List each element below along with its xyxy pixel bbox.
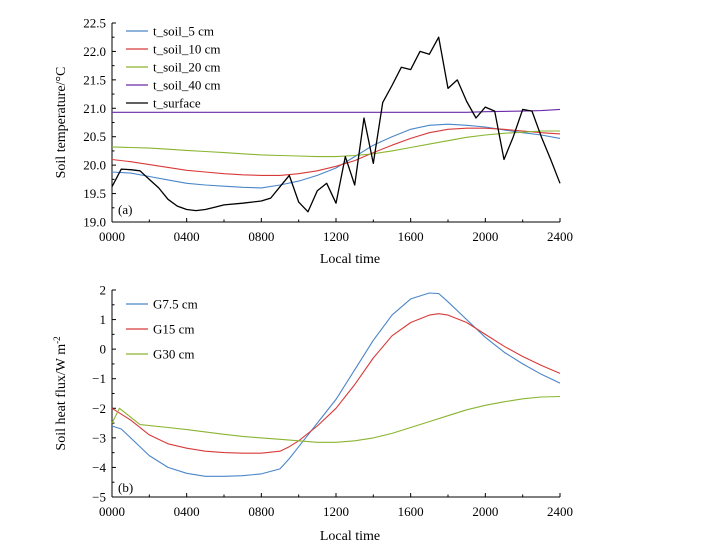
series-line-t-soil-10-cm bbox=[111, 127, 561, 176]
x-tick-label: 2400 bbox=[547, 229, 573, 244]
y-tick-label: −3 bbox=[92, 430, 106, 445]
series-line-g15-cm bbox=[111, 313, 561, 454]
y-tick-label: 20.5 bbox=[83, 129, 106, 144]
y-tick-label: 22.0 bbox=[83, 44, 106, 59]
panel-label: (b) bbox=[118, 480, 133, 495]
x-tick-label: 0400 bbox=[174, 229, 200, 244]
y-tick-label: 20.0 bbox=[83, 158, 106, 173]
legend-label: t_soil_5 cm bbox=[153, 24, 214, 39]
x-tick-label: 1600 bbox=[398, 229, 424, 244]
y-tick-label: −4 bbox=[92, 460, 106, 475]
x-tick-label: 1200 bbox=[323, 229, 349, 244]
x-tick-label: 0000 bbox=[99, 229, 125, 244]
y-tick-label: −1 bbox=[92, 371, 106, 386]
series-line-t-soil-5-cm bbox=[111, 123, 561, 189]
series-line-g7-5-cm bbox=[111, 292, 561, 477]
y-tick-label: −5 bbox=[92, 490, 106, 505]
y-tick-label: 1 bbox=[100, 312, 107, 327]
legend-label: G30 cm bbox=[153, 347, 195, 362]
legend-label: t_soil_40 cm bbox=[153, 78, 221, 93]
x-tick-label: 0800 bbox=[248, 504, 274, 519]
y-tick-label: 0 bbox=[100, 342, 107, 357]
x-tick-label: 2000 bbox=[472, 504, 498, 519]
y-axis-title: Soil heat flux/W m-2 bbox=[52, 336, 69, 450]
y-tick-label: −2 bbox=[92, 401, 106, 416]
legend-label: G7.5 cm bbox=[153, 297, 198, 312]
legend-label: t_soil_10 cm bbox=[153, 42, 221, 57]
series-line-t-surface bbox=[111, 36, 561, 213]
y-tick-label: 22.5 bbox=[83, 16, 106, 31]
x-tick-label: 1600 bbox=[398, 504, 424, 519]
y-axis-title-superscript: -2 bbox=[52, 336, 62, 344]
x-tick-label: 2400 bbox=[547, 504, 573, 519]
series-line-t-soil-20-cm bbox=[111, 130, 560, 158]
series-line-g30-cm bbox=[111, 395, 561, 443]
x-axis-title: Local time bbox=[320, 252, 380, 267]
y-tick-label: 19.5 bbox=[83, 186, 106, 201]
x-tick-label: 1200 bbox=[323, 504, 349, 519]
x-axis-title: Local time bbox=[320, 529, 380, 544]
legend-label: t_surface bbox=[153, 96, 201, 111]
x-tick-label: 0800 bbox=[248, 229, 274, 244]
y-tick-label: 21.0 bbox=[83, 101, 106, 116]
x-tick-label: 0400 bbox=[174, 504, 200, 519]
x-tick-label: 2000 bbox=[472, 229, 498, 244]
series-line-t-soil-40-cm bbox=[112, 108, 561, 113]
panel-a: 0000 0400 0800 1200 1600 2000 2400 19.0 19.5 20.0… bbox=[54, 16, 573, 268]
y-tick-label: 21.5 bbox=[83, 72, 106, 87]
panel-label: (a) bbox=[118, 202, 132, 217]
legend-label: G15 cm bbox=[153, 322, 195, 337]
y-tick-label: 2 bbox=[100, 283, 107, 298]
y-tick-label: 19.0 bbox=[83, 215, 106, 230]
y-axis-title: Soil temperature/°C bbox=[54, 67, 69, 179]
legend-label: t_soil_20 cm bbox=[153, 60, 221, 75]
panel-b: 0000 0400 0800 1200 1600 2000 2400 −5 −4 −3 −2 −1 0 1… bbox=[52, 283, 573, 545]
x-tick-label: 0000 bbox=[99, 504, 125, 519]
